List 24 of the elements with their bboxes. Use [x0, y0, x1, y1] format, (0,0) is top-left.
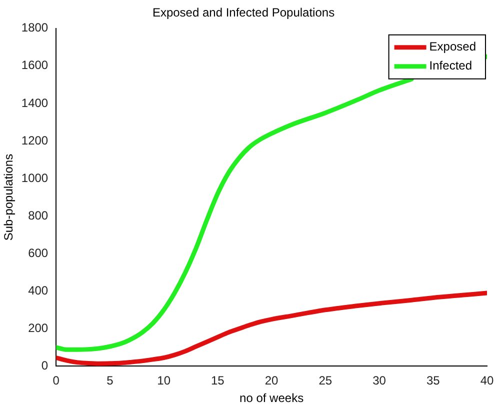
x-tick-label: 5: [106, 374, 114, 388]
chart-title: Exposed and Infected Populations: [152, 6, 335, 20]
x-axis-title: no of weeks: [240, 391, 304, 406]
y-tick-label: 800: [28, 208, 48, 222]
y-tick-label: 1600: [21, 58, 48, 72]
x-tick-label: 40: [480, 374, 494, 388]
x-tick-label: 35: [426, 374, 440, 388]
y-tick-label: 600: [28, 246, 48, 260]
y-tick-label: 1000: [21, 170, 48, 185]
y-tick-label: 200: [28, 320, 48, 335]
x-tick-label: 20: [264, 374, 279, 388]
x-tick-label: 25: [318, 374, 332, 388]
legend-label: Infected: [429, 58, 472, 73]
x-tick-label: 15: [211, 374, 225, 388]
y-tick-label: 1400: [21, 96, 48, 110]
y-tick-label: 1800: [21, 20, 48, 35]
x-tick-label: 30: [372, 374, 386, 388]
x-tick-label: 0: [52, 374, 60, 388]
y-tick-label: 0: [41, 358, 48, 373]
x-tick-label: 10: [157, 374, 171, 388]
y-tick-label: 400: [28, 283, 48, 298]
y-tick-label: 1200: [21, 133, 48, 148]
y-axis-title: Sub-populations: [2, 154, 16, 241]
legend-label: Exposed: [429, 40, 476, 54]
